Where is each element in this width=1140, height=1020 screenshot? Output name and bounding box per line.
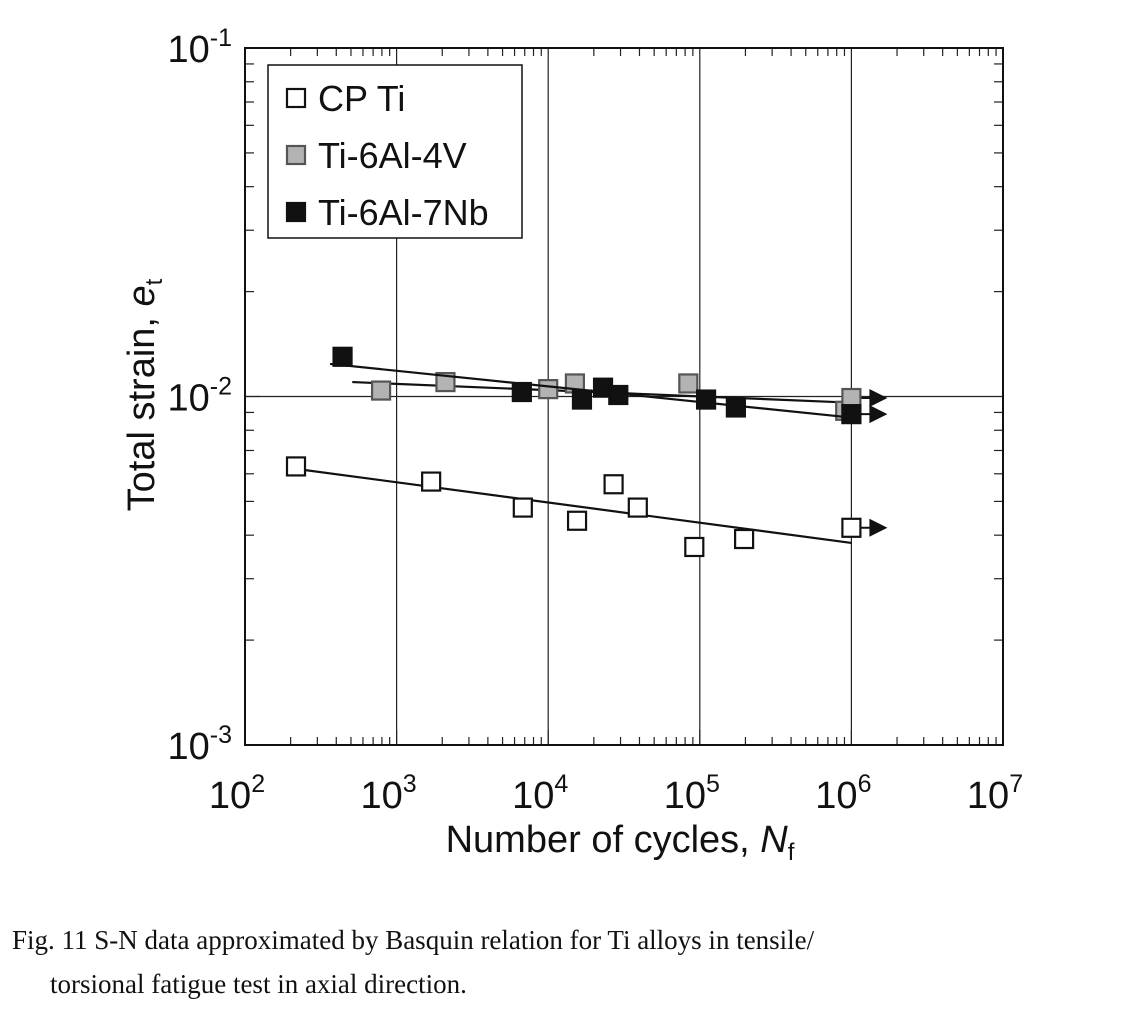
x-tick-label: 102 (209, 770, 265, 817)
data-point (435, 371, 456, 393)
y-axis-label-part: t (141, 278, 168, 285)
data-point (608, 384, 629, 406)
y-tick-label: 10-1 (167, 24, 232, 71)
runout-arrow-icon (869, 518, 888, 537)
tick-exponent: 4 (554, 770, 568, 798)
runout-arrow-icon (869, 389, 888, 408)
y-tick-label: 10-3 (167, 721, 232, 768)
legend-box (267, 64, 523, 239)
legend-marker (285, 87, 307, 109)
legend-marker (285, 201, 307, 223)
tick-base: 10 (167, 378, 209, 420)
caption-line-2: torsional fatigue test in axial directio… (50, 969, 467, 999)
data-point (627, 497, 648, 518)
legend-label: Ti-6Al-7Nb (318, 192, 489, 233)
y-axis-label: Total strain, et (121, 278, 168, 511)
tick-base: 10 (664, 775, 706, 817)
runout-arrow-icon (869, 405, 888, 424)
data-point (678, 373, 699, 394)
y-tick-label: 10-2 (167, 373, 232, 420)
tick-exponent: 5 (706, 770, 720, 798)
x-tick-label: 104 (512, 770, 568, 817)
x-axis-label-part: f (788, 839, 795, 866)
tick-base: 10 (167, 726, 209, 768)
series-ti-6al-7nb (329, 346, 888, 425)
tick-base: 10 (361, 775, 403, 817)
tick-base: 10 (967, 775, 1009, 817)
tick-exponent: 7 (1009, 770, 1023, 798)
data-point (285, 456, 307, 477)
data-point (684, 536, 705, 558)
legend-marker (285, 144, 307, 166)
data-point (421, 471, 442, 492)
y-axis-label-part: e (121, 285, 163, 306)
tick-exponent: 2 (251, 770, 265, 798)
plot-frame (244, 47, 1004, 746)
y-axis-label-part: Total strain, (121, 306, 163, 511)
x-tick-label: 106 (815, 770, 871, 817)
data-point (841, 517, 862, 538)
data-point (512, 497, 533, 518)
data-point (571, 389, 593, 410)
data-point (695, 389, 717, 410)
tick-exponent: 3 (403, 770, 417, 798)
data-point (370, 380, 392, 401)
data-point (734, 528, 755, 550)
data-point (725, 397, 746, 418)
caption-line-1: Fig. 11 S-N data approximated by Basquin… (12, 925, 815, 955)
tick-exponent: -3 (210, 721, 232, 749)
tick-base: 10 (512, 775, 554, 817)
data-point (511, 381, 532, 403)
data-point (566, 510, 588, 531)
data-point (841, 404, 862, 425)
tick-base: 10 (209, 775, 251, 817)
data-point (332, 346, 353, 367)
tick-exponent: -1 (210, 24, 232, 52)
x-axis-label-part: Number of cycles, (446, 819, 761, 861)
x-tick-label: 107 (967, 770, 1023, 817)
tick-exponent: -2 (210, 373, 232, 401)
tick-exponent: 6 (858, 770, 872, 798)
x-tick-label: 105 (664, 770, 720, 817)
tick-base: 10 (815, 775, 857, 817)
x-tick-label: 103 (361, 770, 417, 817)
figure-caption: Fig. 11 S-N data approximated by Basquin… (12, 918, 1132, 1006)
basquin-fit-line (295, 467, 852, 545)
x-axis-label-part: N (760, 819, 788, 861)
data-point (538, 379, 559, 400)
x-axis-label: Number of cycles, Nf (446, 819, 795, 866)
tick-base: 10 (167, 29, 209, 71)
legend: CP Ti Ti-6Al-4V Ti-6Al-7Nb (267, 64, 523, 239)
data-point (603, 474, 624, 495)
legend-label: Ti-6Al-4V (318, 135, 467, 176)
series-cp-ti (285, 456, 888, 558)
legend-label: CP Ti (318, 78, 405, 119)
